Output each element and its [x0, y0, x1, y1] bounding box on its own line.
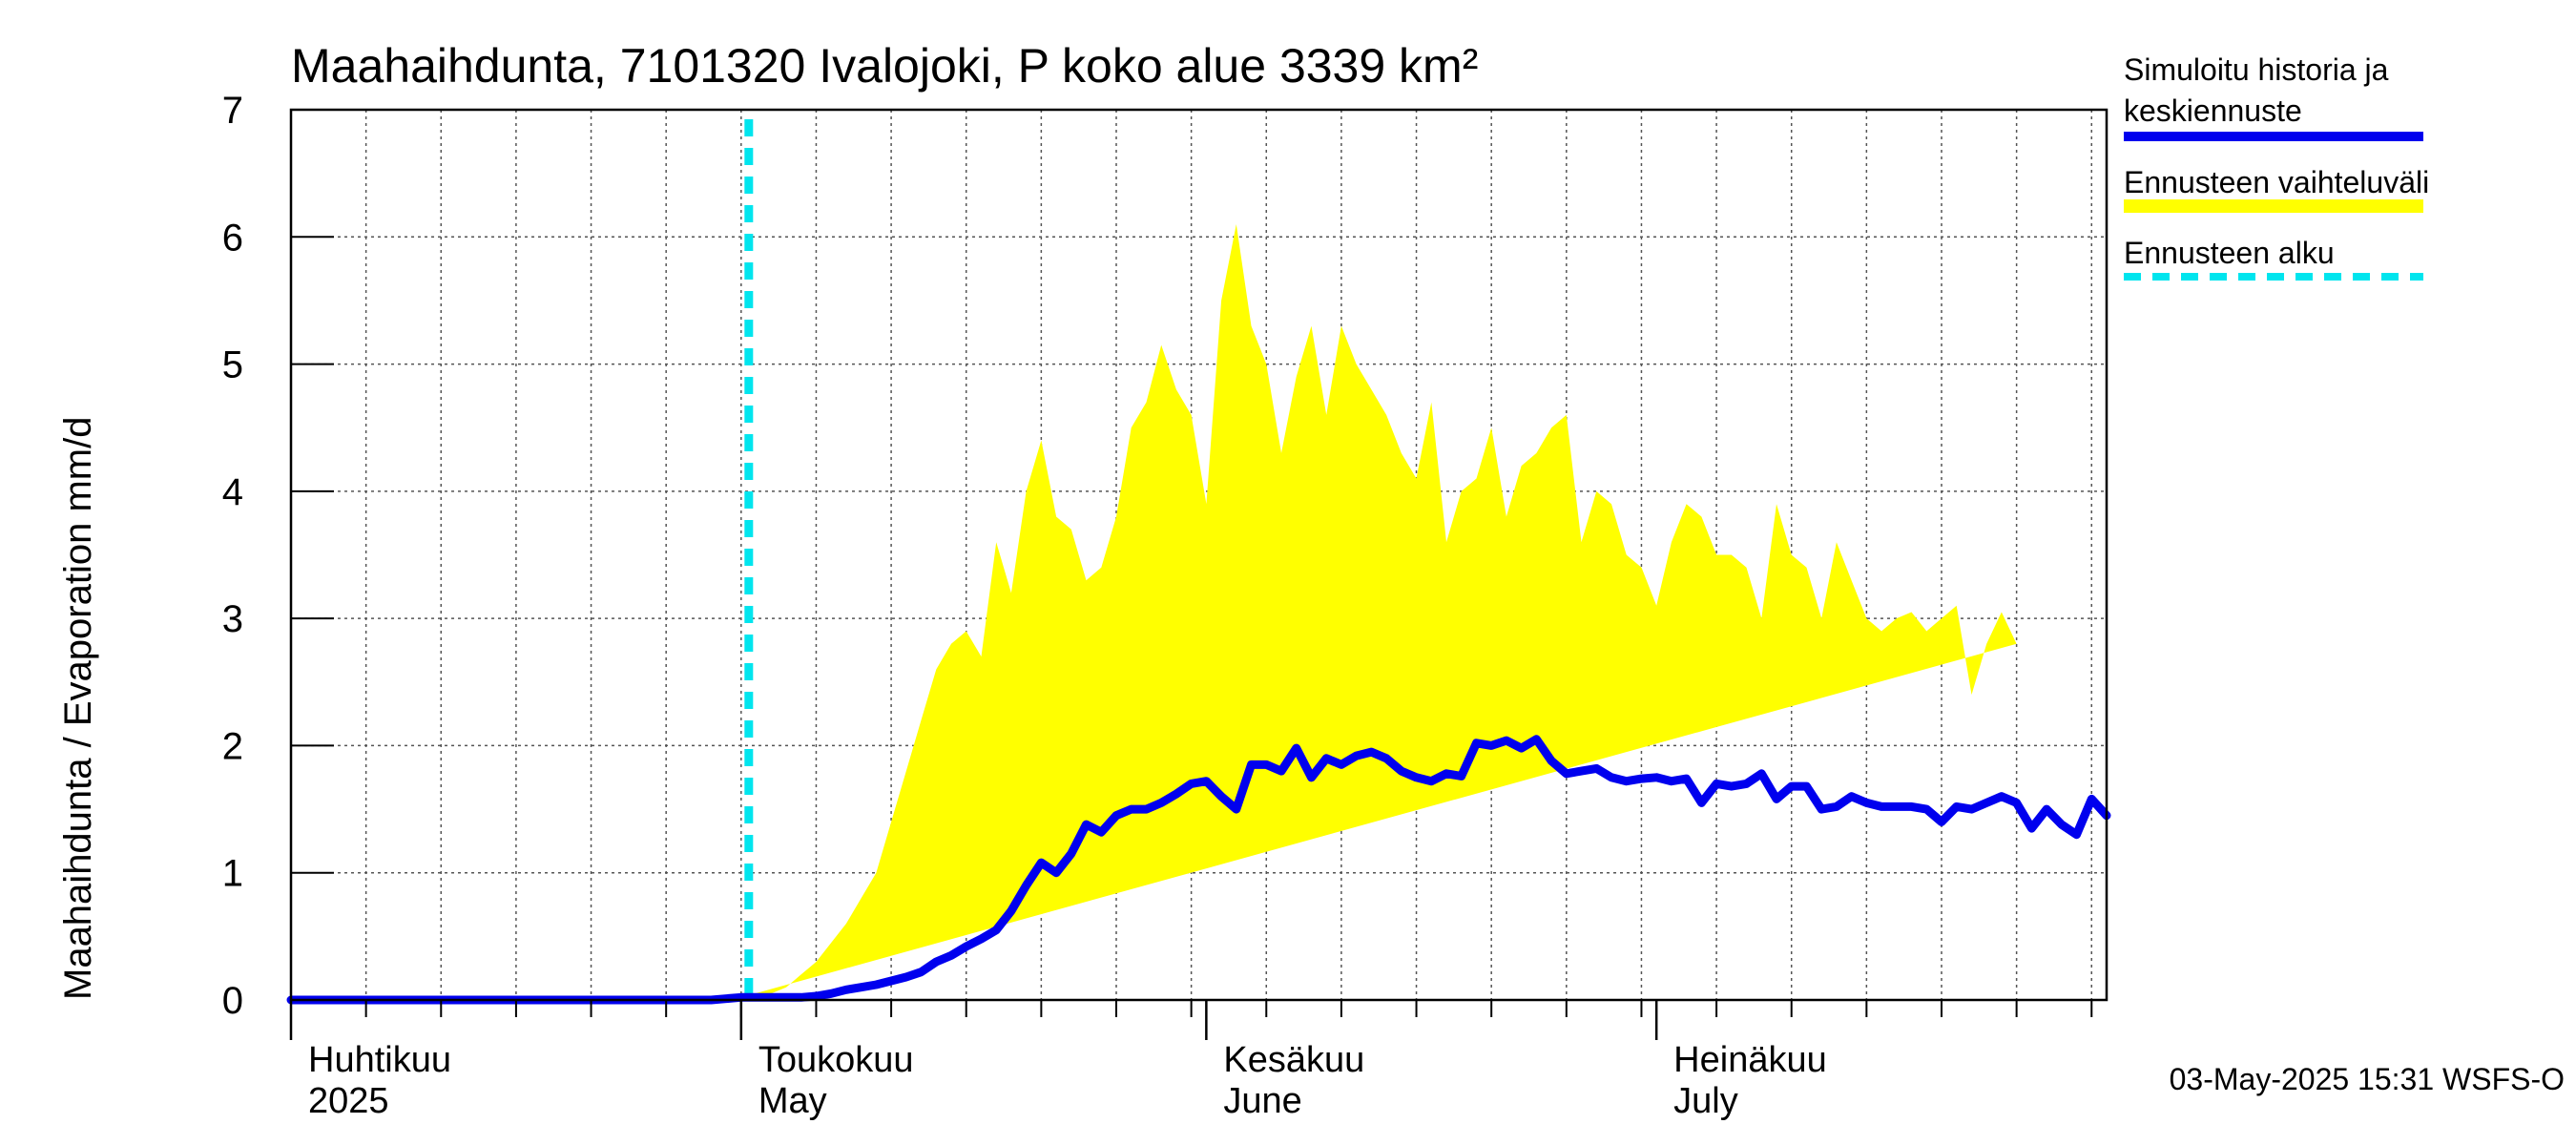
- y-tick-label-4: 4: [222, 471, 243, 513]
- month-label-1: Toukokuu: [758, 1040, 914, 1080]
- y-tick-label-1: 1: [222, 853, 243, 895]
- y-tick-label-2: 2: [222, 725, 243, 767]
- chart-title: Maahaihdunta, 7101320 Ivalojoki, P koko …: [291, 39, 1478, 93]
- y-tick-label-6: 6: [222, 217, 243, 259]
- y-tick-label-0: 0: [222, 980, 243, 1022]
- month-sublabel-3: July: [1673, 1081, 1738, 1121]
- month-label-0: Huhtikuu: [308, 1040, 451, 1080]
- legend-label-history-line2: keskiennuste: [2124, 94, 2302, 128]
- y-tick-label-5: 5: [222, 344, 243, 386]
- legend-label-range: Ennusteen vaihteluväli: [2124, 165, 2429, 199]
- month-sublabel-1: May: [758, 1081, 827, 1121]
- legend-label-history-line1: Simuloitu historia ja: [2124, 52, 2389, 87]
- month-sublabel-2: June: [1223, 1081, 1301, 1121]
- plot-frame: [289, 108, 2109, 1002]
- forecast-range-band: [740, 224, 2017, 998]
- simulated-history-line: [286, 735, 2111, 1005]
- band-layer: [740, 224, 2017, 998]
- text-layer: Maahaihdunta, 7101320 Ivalojoki, P koko …: [57, 39, 2565, 1121]
- month-sublabel-0: 2025: [308, 1081, 389, 1121]
- footer-timestamp: 03-May-2025 15:31 WSFS-O: [2170, 1062, 2565, 1096]
- month-label-2: Kesäkuu: [1223, 1040, 1364, 1080]
- y-tick-label-3: 3: [222, 598, 243, 640]
- month-label-3: Heinäkuu: [1673, 1040, 1827, 1080]
- y-tick-label-7: 7: [222, 90, 243, 132]
- legend: Simuloitu historia ja keskiennuste Ennus…: [2124, 52, 2429, 281]
- line-layer: [286, 119, 2111, 1005]
- legend-label-forecast-start: Ennusteen alku: [2124, 236, 2335, 270]
- y-axis-label: Maahaihdunta / Evaporation mm/d: [57, 417, 99, 1000]
- axes-layer: [289, 108, 2109, 1040]
